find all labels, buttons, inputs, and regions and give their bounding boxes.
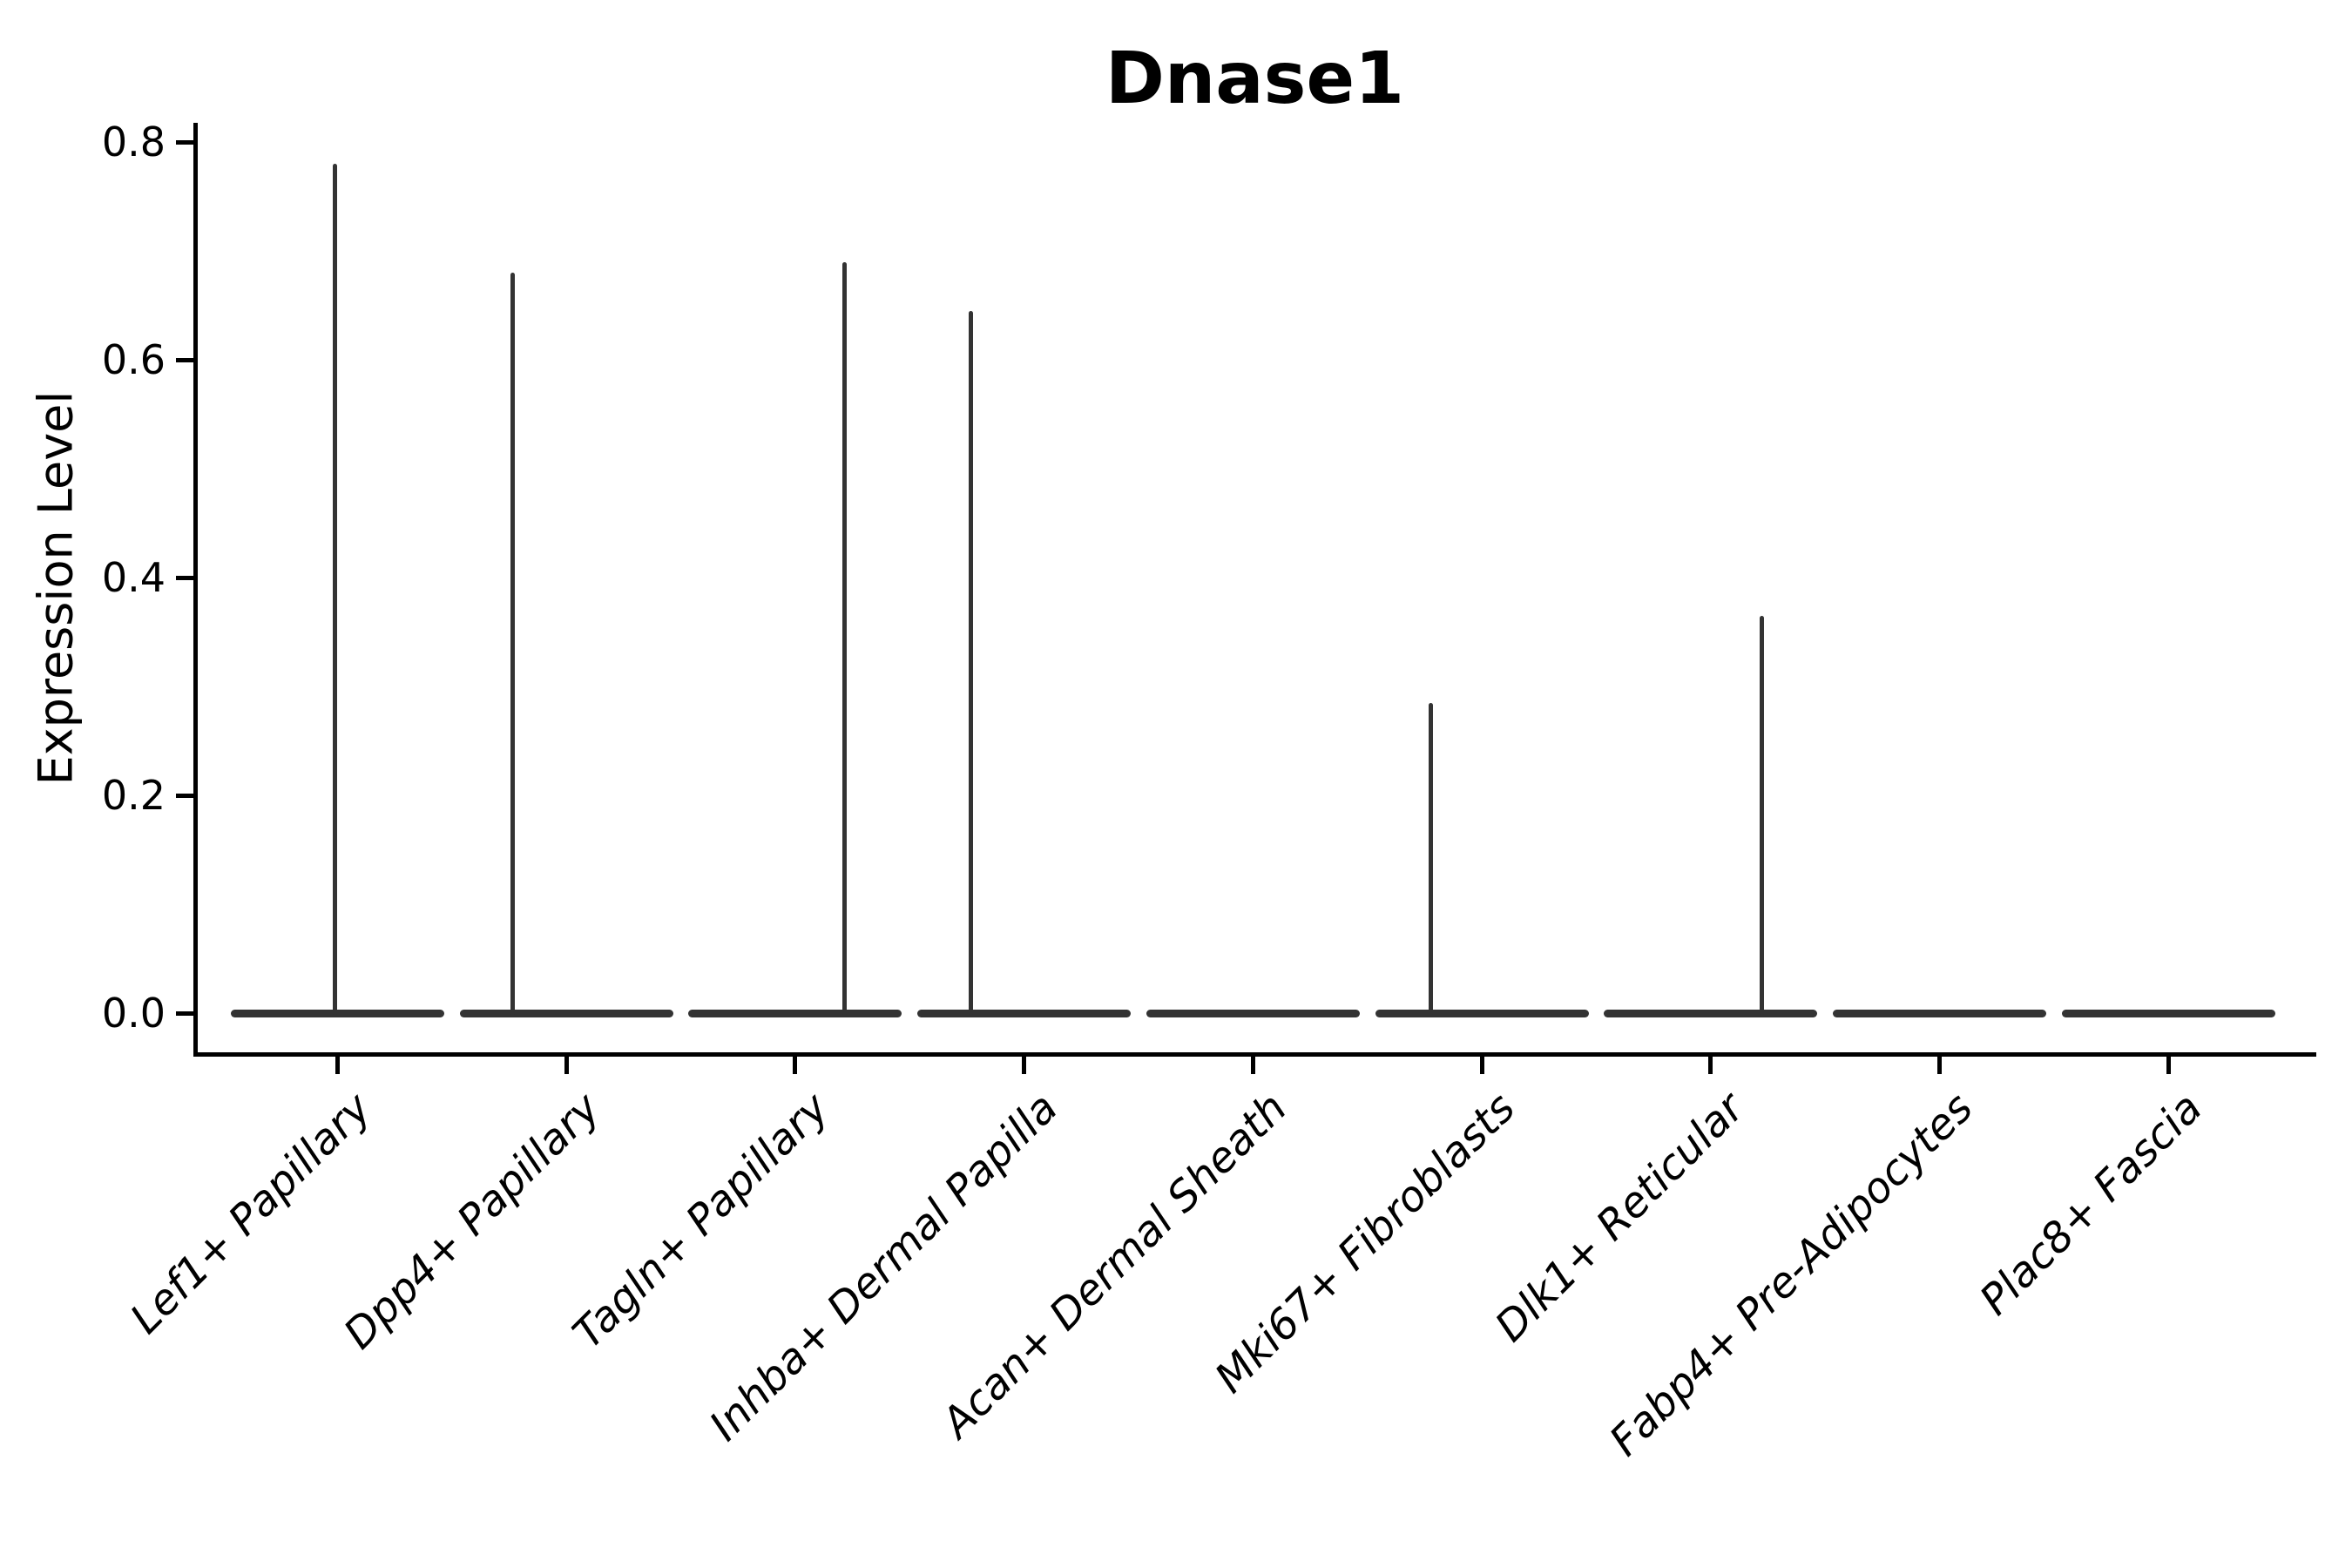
y-tick-label: 0.4 xyxy=(101,554,166,601)
violin-spike xyxy=(842,261,848,1015)
x-tick-mark xyxy=(564,1057,569,1074)
chart-title: Dnase1 xyxy=(1105,37,1405,120)
x-tick-label: Tagln+ Papillary xyxy=(564,1083,839,1359)
violin-base xyxy=(1832,1009,2046,1017)
violin-spike xyxy=(1428,702,1433,1015)
x-tick-mark xyxy=(1708,1057,1713,1074)
y-tick-label: 0.0 xyxy=(101,990,166,1037)
y-tick-mark xyxy=(176,793,193,798)
violin-spike xyxy=(1760,615,1765,1015)
violin-spike xyxy=(333,164,337,1015)
x-tick-mark xyxy=(793,1057,798,1074)
x-tick-label: Plac8+ Fascia xyxy=(1970,1083,2212,1325)
y-tick-mark xyxy=(176,357,193,362)
violin-base xyxy=(688,1009,902,1017)
x-tick-mark xyxy=(1250,1057,1255,1074)
y-tick-label: 0.2 xyxy=(101,772,166,819)
x-tick-mark xyxy=(1479,1057,1484,1074)
y-tick-label: 0.6 xyxy=(101,336,166,383)
y-tick-mark xyxy=(176,139,193,145)
x-tick-mark xyxy=(335,1057,340,1074)
x-axis-spine xyxy=(193,1052,2316,1057)
violin-base xyxy=(1375,1009,1589,1017)
x-tick-mark xyxy=(1936,1057,1942,1074)
x-tick-mark xyxy=(2166,1057,2171,1074)
violin-base xyxy=(917,1009,1132,1017)
violin-base xyxy=(1146,1009,1360,1017)
violin-base xyxy=(231,1009,444,1017)
x-tick-label: Dpp4+ Papillary xyxy=(335,1083,610,1359)
x-tick-label: Dlk1+ Reticular xyxy=(1485,1083,1754,1352)
violin-base xyxy=(1604,1009,1818,1017)
y-tick-label: 0.8 xyxy=(101,118,166,166)
violin-base xyxy=(2061,1009,2275,1017)
y-tick-mark xyxy=(176,575,193,580)
violin-base xyxy=(459,1009,673,1017)
x-tick-mark xyxy=(1022,1057,1027,1074)
violin-spike xyxy=(510,273,515,1015)
y-axis-spine xyxy=(193,123,198,1057)
y-tick-mark xyxy=(176,1010,193,1016)
x-tick-label: Lef1+ Papillary xyxy=(120,1083,381,1343)
violin-spike xyxy=(969,310,974,1015)
